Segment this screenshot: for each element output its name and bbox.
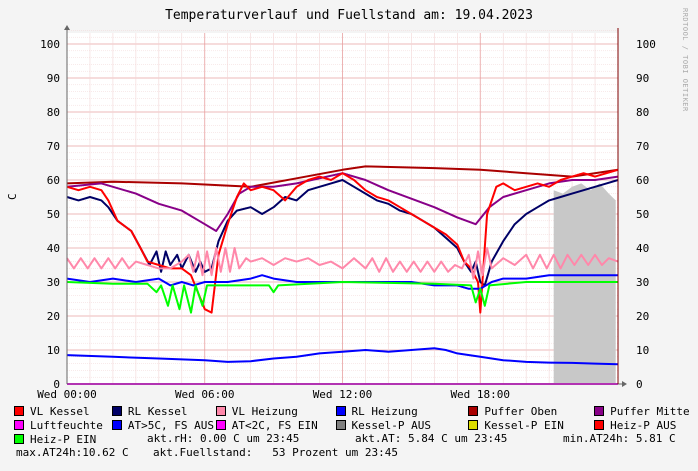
info-rh: akt.rH: 0.00 C um 23:45 <box>147 432 300 445</box>
y-tick-label-left: 70 <box>47 140 60 153</box>
legend-label: VL Kessel <box>30 404 90 418</box>
legend-item: VL Kessel <box>14 405 112 418</box>
y-tick-label-left: 0 <box>53 378 60 391</box>
legend-item: Heiz-P EIN <box>14 433 112 446</box>
legend-label: Puffer Mitte <box>610 404 690 418</box>
y-tick-label-left: 90 <box>47 72 60 85</box>
y-tick-label-left: 30 <box>47 276 60 289</box>
x-tick-label: Wed 06:00 <box>175 388 235 401</box>
y-tick-label-right: 30 <box>636 276 649 289</box>
series-line-vl-kessel <box>66 168 619 314</box>
legend-swatch <box>14 434 24 444</box>
y-tick-label-left: 20 <box>47 310 60 323</box>
legend-label: Heiz-P AUS <box>610 418 677 432</box>
y-tick-label-left: 10 <box>47 344 60 357</box>
series-line-vl-heizung <box>66 247 619 280</box>
y-tick-label-left: 80 <box>47 106 60 119</box>
y-tick-label-right: 40 <box>636 242 649 255</box>
y-axis-arrow <box>64 25 70 30</box>
tick-labels: 0 0 10 10 20 20 30 30 40 40 50 50 60 60 70 70 80 80 90 90 10… <box>37 38 656 401</box>
x-tick-label: Wed 12:00 <box>313 388 373 401</box>
legend-label: AT<2C, FS EIN <box>231 418 318 432</box>
legend-swatch <box>215 420 226 430</box>
fuellstand-area <box>553 183 616 384</box>
y-tick-label-right: 60 <box>636 174 649 187</box>
y-tick-label-right: 80 <box>636 106 649 119</box>
y-tick-label-right: 50 <box>636 208 649 221</box>
legend-label: Kessel-P AUS <box>351 418 432 432</box>
legend-label: VL Heizung <box>231 404 298 418</box>
rrdtool-credit: RRDTOOL / TOBI OETIKER <box>681 8 689 112</box>
legend-item: Kessel-P EIN <box>468 419 594 432</box>
legend-swatch <box>111 406 122 416</box>
chart-svg: 0 0 10 10 20 20 30 30 40 40 50 50 60 60 70 70 80 80 90 90 10… <box>37 25 656 401</box>
legend-swatch <box>215 406 226 416</box>
legend-swatch <box>335 406 346 416</box>
x-axis-arrow <box>622 381 627 387</box>
info-max: max.AT24h:10.62 C <box>16 446 129 459</box>
legend-swatch <box>468 406 479 416</box>
legend-item: RL Kessel <box>111 404 216 418</box>
y-tick-label-right: 100 <box>636 38 656 51</box>
y-tick-label-right: 20 <box>636 310 649 323</box>
x-tick-label: Wed 18:00 <box>450 388 510 401</box>
legend-swatch <box>335 420 346 430</box>
x-tick-label: Wed 00:00 <box>37 388 97 401</box>
legend-swatch <box>594 420 605 430</box>
y-tick-label-left: 100 <box>40 38 60 51</box>
info-at: akt.AT: 5.84 C um 23:45 <box>355 432 508 445</box>
series-line-at <box>66 347 619 366</box>
legend-item: AT<2C, FS EIN <box>215 418 336 432</box>
chart-title: Temperaturverlauf und Fuellstand am: 19.… <box>165 8 533 23</box>
legend-swatch <box>14 406 24 416</box>
legend-label: Luftfeuchte <box>30 418 103 432</box>
legend-label: Heiz-P EIN <box>30 432 97 446</box>
legend-swatch <box>14 420 24 430</box>
y-tick-label-right: 10 <box>636 344 649 357</box>
legend-item: Heiz-P AUS <box>594 419 694 432</box>
legend-label: RL Kessel <box>127 404 188 418</box>
series-lines <box>66 165 619 385</box>
y-tick-label-left: 50 <box>47 208 60 221</box>
legend-item: Kessel-P AUS <box>335 418 469 432</box>
legend-item: RL Heizung <box>335 404 469 418</box>
legend-label: Kessel-P EIN <box>484 418 564 432</box>
series-line-puffer-oben <box>66 165 619 188</box>
legend-row: VL Kessel RL Kessel VL Heizung RL Heizung Pu… <box>14 404 694 418</box>
legend-label: Puffer Oben <box>484 404 558 418</box>
legend-item: Luftfeuchte <box>14 419 112 432</box>
legend-item: Puffer Oben <box>468 405 594 418</box>
legend-swatch <box>594 406 605 416</box>
y-tick-label-left: 60 <box>47 174 60 187</box>
y-tick-label-left: 40 <box>47 242 60 255</box>
legend-row: Heiz-P EIN <box>14 432 694 446</box>
legend-item: AT>5C, FS AUS <box>111 418 216 432</box>
info-fuell: akt.Fuellstand: 53 Prozent um 23:45 <box>153 446 399 459</box>
legend-swatch <box>111 420 122 430</box>
fill-area <box>553 183 616 384</box>
legend-row: Luftfeuchte AT>5C, FS AUS AT<2C, FS EIN Kes… <box>14 418 694 432</box>
legend-item: VL Heizung <box>215 404 336 418</box>
legend: VL Kessel RL Kessel VL Heizung RL Heizung Pu… <box>14 404 694 446</box>
legend-item: Puffer Mitte <box>594 405 694 418</box>
y-tick-label-right: 0 <box>636 378 643 391</box>
legend-swatch <box>468 420 479 430</box>
series-line-heiz-p-ein <box>66 281 618 314</box>
series-line-rl-heizung <box>66 274 618 290</box>
y-tick-label-right: 90 <box>636 72 649 85</box>
info-min: min.AT24h: 5.81 C <box>563 432 676 445</box>
legend-label: AT>5C, FS AUS <box>127 418 214 432</box>
legend-label: RL Heizung <box>351 404 418 418</box>
axes <box>64 25 627 387</box>
y-tick-label-right: 70 <box>636 140 649 153</box>
